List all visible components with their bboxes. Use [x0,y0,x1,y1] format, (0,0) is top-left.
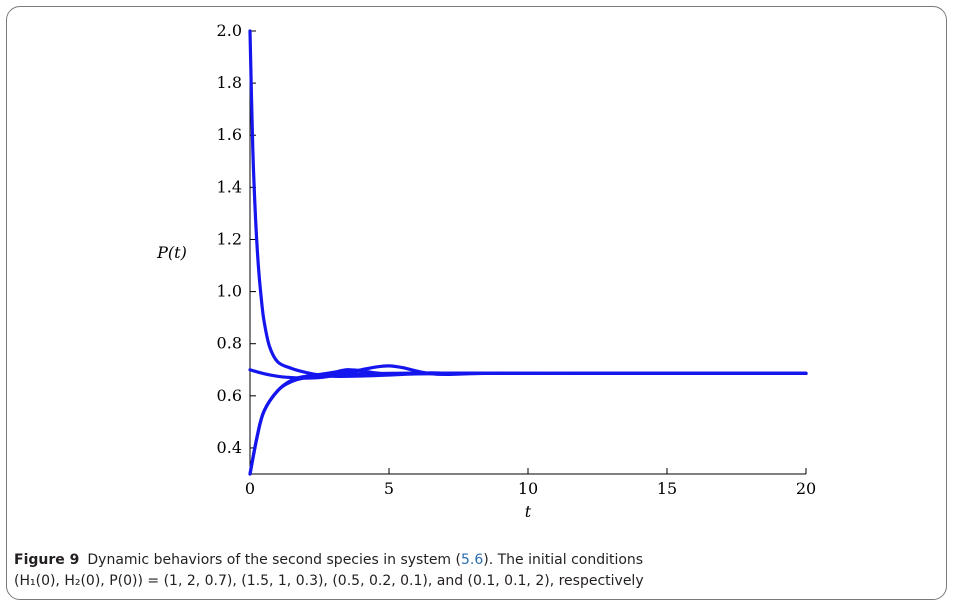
ticks: 0 5 10 15 20 0.4 0.6 0.8 1.0 1.2 1.4 1.6 1.8 2.0 [217,21,817,498]
y-tick-label: 1.6 [217,125,242,144]
y-tick-label: 1.0 [217,282,242,301]
y-axis-title: P(t) [156,243,187,262]
y-tick-label: 0.4 [217,438,242,457]
caption-line-2: (H₁(0), H₂(0), P(0)) = (1, 2, 0.7), (1.5… [14,573,644,589]
x-tick-label: 15 [657,479,677,498]
series-line-4 [248,29,808,378]
y-tick-label: 1.4 [217,177,242,196]
caption-line-1: Figure 9 Dynamic behaviors of the second … [14,550,914,571]
chart: 0 5 10 15 20 0.4 0.6 0.8 1.0 1.2 1.4 1.6 1.8 2.0 P(t)… [156,21,817,521]
caption-text-1: Dynamic behaviors of the second species … [87,552,461,568]
x-tick-label: 20 [796,479,816,498]
y-tick-label: 0.8 [217,334,242,353]
series-line-3 [248,371,808,476]
y-tick-label: 1.2 [217,229,242,248]
figure-caption: Figure 9 Dynamic behaviors of the second … [14,550,914,592]
x-tick-label: 0 [245,479,255,498]
x-tick-label: 5 [384,479,394,498]
equation-reference-link[interactable]: 5.6 [461,552,484,568]
figure-frame [6,6,947,600]
caption-text-2: ). The initial conditions [483,552,644,568]
y-tick-label: 2.0 [217,21,242,40]
series-line-2 [248,368,808,476]
x-tick-label: 10 [518,479,538,498]
x-axis-title: t [525,502,532,521]
series-group [248,29,808,476]
axes [249,31,806,475]
y-tick-label: 0.6 [217,386,242,405]
figure-label: Figure 9 [14,552,80,568]
y-tick-label: 1.8 [217,73,242,92]
